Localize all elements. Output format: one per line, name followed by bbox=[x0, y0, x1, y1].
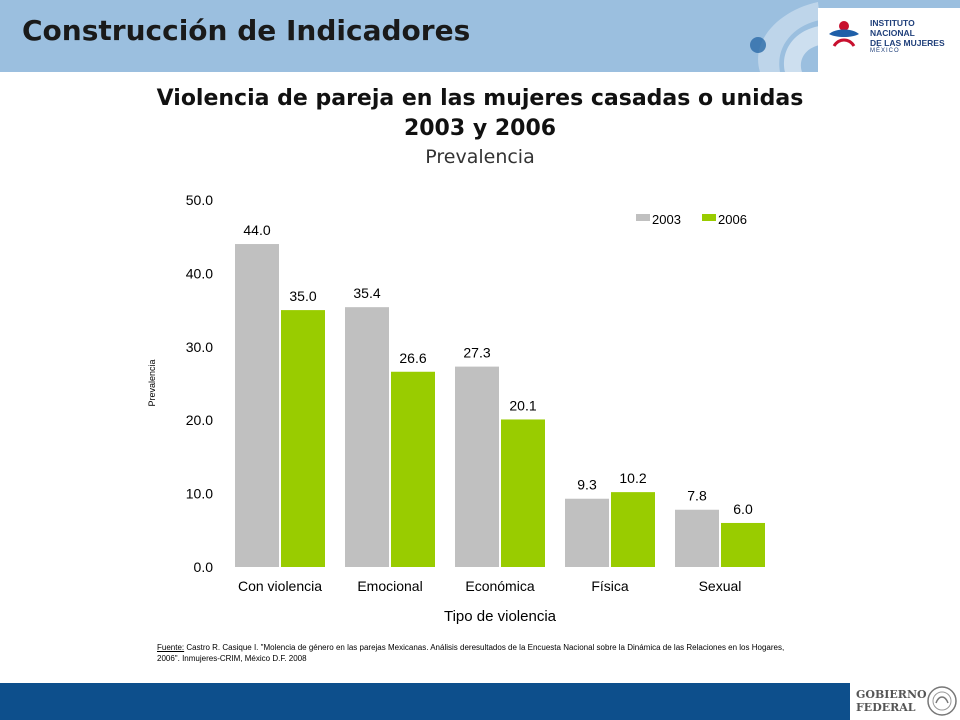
data-label: 7.8 bbox=[687, 488, 707, 504]
data-label: 9.3 bbox=[577, 477, 597, 493]
inmujeres-logo: INSTITUTO NACIONAL DE LAS MUJERES MÉXICO bbox=[818, 8, 960, 72]
data-label: 10.2 bbox=[619, 470, 646, 486]
source-text: Castro R. Casique I. "Molencia de género… bbox=[157, 643, 785, 663]
logo-line-2: DE LAS MUJERES bbox=[870, 38, 945, 48]
y-tick-label: 40.0 bbox=[186, 265, 213, 281]
x-tick-label: Sexual bbox=[699, 578, 742, 594]
bar-2003 bbox=[455, 366, 499, 567]
chart-title-line-2: 2003 y 2006 bbox=[403, 116, 557, 141]
bar-2006 bbox=[501, 419, 545, 567]
header-bar: Construcción de Indicadores INSTITUTO NA… bbox=[0, 0, 960, 72]
chart-title-line-1: Violencia de pareja en las mujeres casad… bbox=[156, 86, 804, 111]
x-axis-label: Tipo de violencia bbox=[444, 608, 557, 625]
y-axis-label: Prevalencia bbox=[147, 359, 157, 406]
legend-swatch-2006 bbox=[702, 214, 716, 221]
bar-2006 bbox=[721, 522, 765, 567]
bar-2006 bbox=[281, 310, 325, 567]
data-label: 20.1 bbox=[509, 397, 536, 413]
logo-name: INSTITUTO NACIONAL DE LAS MUJERES bbox=[870, 18, 960, 48]
logo-country: MÉXICO bbox=[870, 48, 900, 54]
x-tick-label: Física bbox=[591, 578, 629, 594]
footer-bar bbox=[0, 683, 960, 720]
x-tick-label: Económica bbox=[465, 578, 534, 594]
legend-label-2003: 2003 bbox=[652, 212, 681, 227]
data-label: 35.4 bbox=[353, 285, 380, 301]
gob-line-2: FEDERAL bbox=[856, 701, 916, 714]
gob-line-1: GOBIERNO bbox=[856, 688, 927, 701]
source-note: Fuente: Castro R. Casique I. "Molencia d… bbox=[157, 642, 807, 664]
bar-2006 bbox=[611, 492, 655, 567]
y-tick-label: 50.0 bbox=[186, 192, 213, 208]
legend-label-2006: 2006 bbox=[718, 212, 747, 227]
source-label: Fuente: bbox=[157, 643, 185, 652]
y-tick-label: 20.0 bbox=[186, 412, 213, 428]
data-label: 44.0 bbox=[243, 222, 270, 238]
chart-subtitle: Prevalencia bbox=[425, 146, 535, 168]
bar-2003 bbox=[565, 498, 609, 567]
y-tick-label: 10.0 bbox=[186, 486, 213, 502]
logo-line-1: INSTITUTO NACIONAL bbox=[870, 18, 915, 38]
bar-2003 bbox=[345, 307, 389, 567]
bar-2003 bbox=[235, 244, 279, 568]
y-tick-label: 0.0 bbox=[194, 559, 214, 575]
bar-2003 bbox=[675, 509, 719, 567]
gobierno-federal-logo: GOBIERNO FEDERAL bbox=[850, 683, 960, 720]
data-label: 27.3 bbox=[463, 345, 490, 361]
data-label: 35.0 bbox=[289, 288, 316, 304]
legend-swatch-2003 bbox=[636, 214, 650, 221]
national-seal-icon bbox=[927, 686, 957, 716]
bar-2006 bbox=[391, 371, 435, 567]
page-title: Construcción de Indicadores bbox=[22, 14, 471, 47]
inmujeres-emblem-icon bbox=[829, 21, 859, 47]
y-tick-label: 30.0 bbox=[186, 339, 213, 355]
data-label: 6.0 bbox=[733, 501, 753, 517]
x-tick-label: Emocional bbox=[357, 578, 422, 594]
header-swirl-decoration bbox=[750, 2, 820, 72]
data-label: 26.6 bbox=[399, 350, 426, 366]
gobierno-federal-text: GOBIERNO FEDERAL bbox=[856, 688, 927, 714]
x-tick-label: Con violencia bbox=[238, 578, 322, 594]
